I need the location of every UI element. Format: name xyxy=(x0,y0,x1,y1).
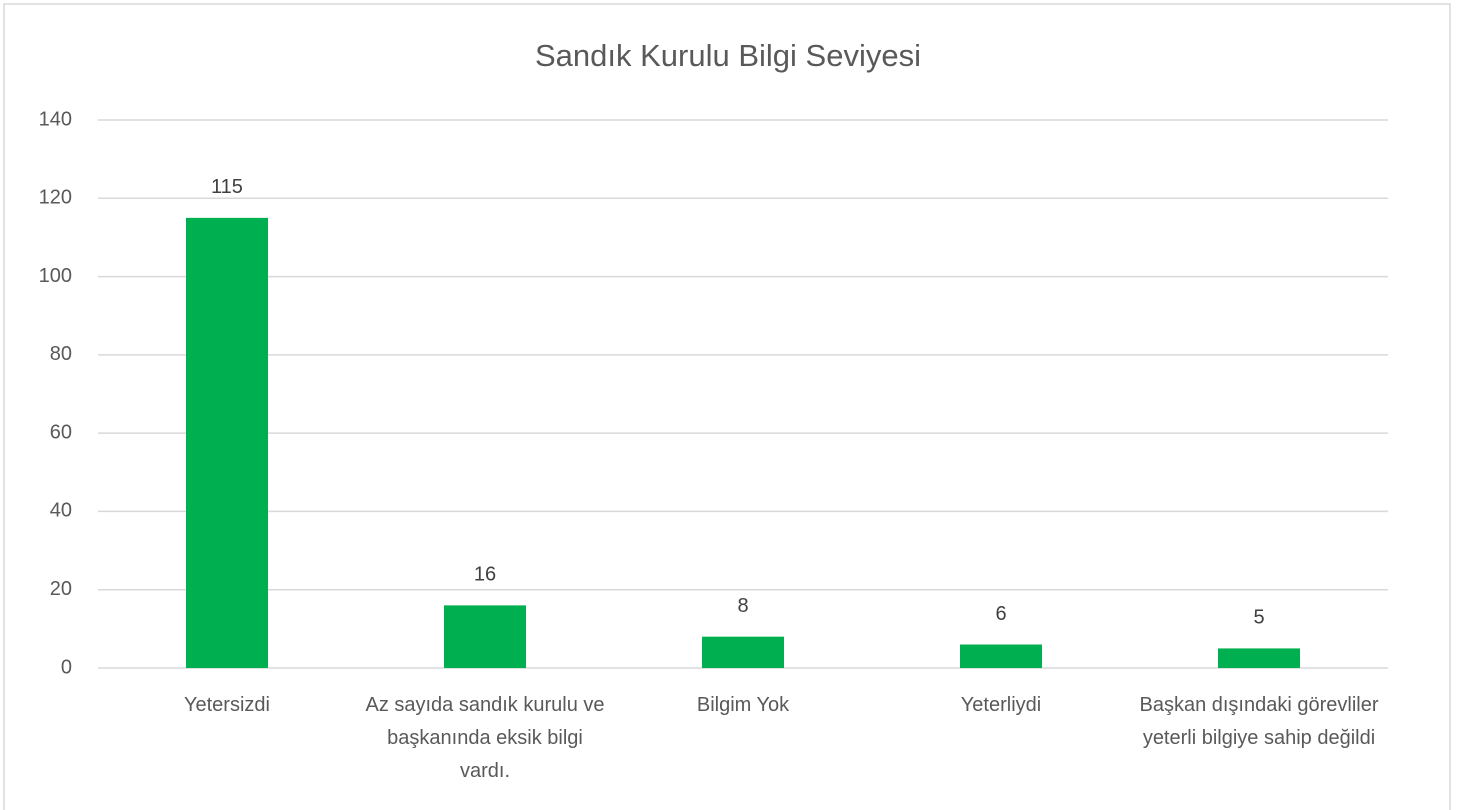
y-tick-label: 120 xyxy=(39,187,72,209)
y-tick-label: 100 xyxy=(39,265,72,287)
y-tick-label: 40 xyxy=(50,500,72,522)
x-tick-label: Az sayıda sandık kurulu ve başkanında ek… xyxy=(365,694,605,782)
data-label: 115 xyxy=(211,176,243,198)
bar xyxy=(444,605,526,668)
x-tick-label: Yeterliydi xyxy=(960,694,1042,716)
bar xyxy=(960,644,1042,668)
y-tick-label: 140 xyxy=(39,108,72,130)
chart-title: Sandık Kurulu Bilgi Seviyesi xyxy=(535,38,921,73)
x-tick-label: Başkan dışındaki görevliler yeterli bilg… xyxy=(1139,694,1379,749)
bar xyxy=(186,217,268,668)
data-label: 16 xyxy=(474,564,496,586)
y-tick-label: 20 xyxy=(50,578,72,600)
data-label: 6 xyxy=(995,603,1006,625)
y-tick-label: 80 xyxy=(50,343,72,365)
data-label: 8 xyxy=(737,595,748,617)
data-label: 5 xyxy=(1253,607,1264,629)
bar xyxy=(1218,648,1300,668)
bar xyxy=(702,636,784,668)
x-tick-label: Yetersizdi xyxy=(184,694,270,716)
y-tick-label: 0 xyxy=(61,656,72,678)
x-tick-label: Bilgim Yok xyxy=(696,694,790,716)
y-tick-label: 60 xyxy=(50,421,72,443)
